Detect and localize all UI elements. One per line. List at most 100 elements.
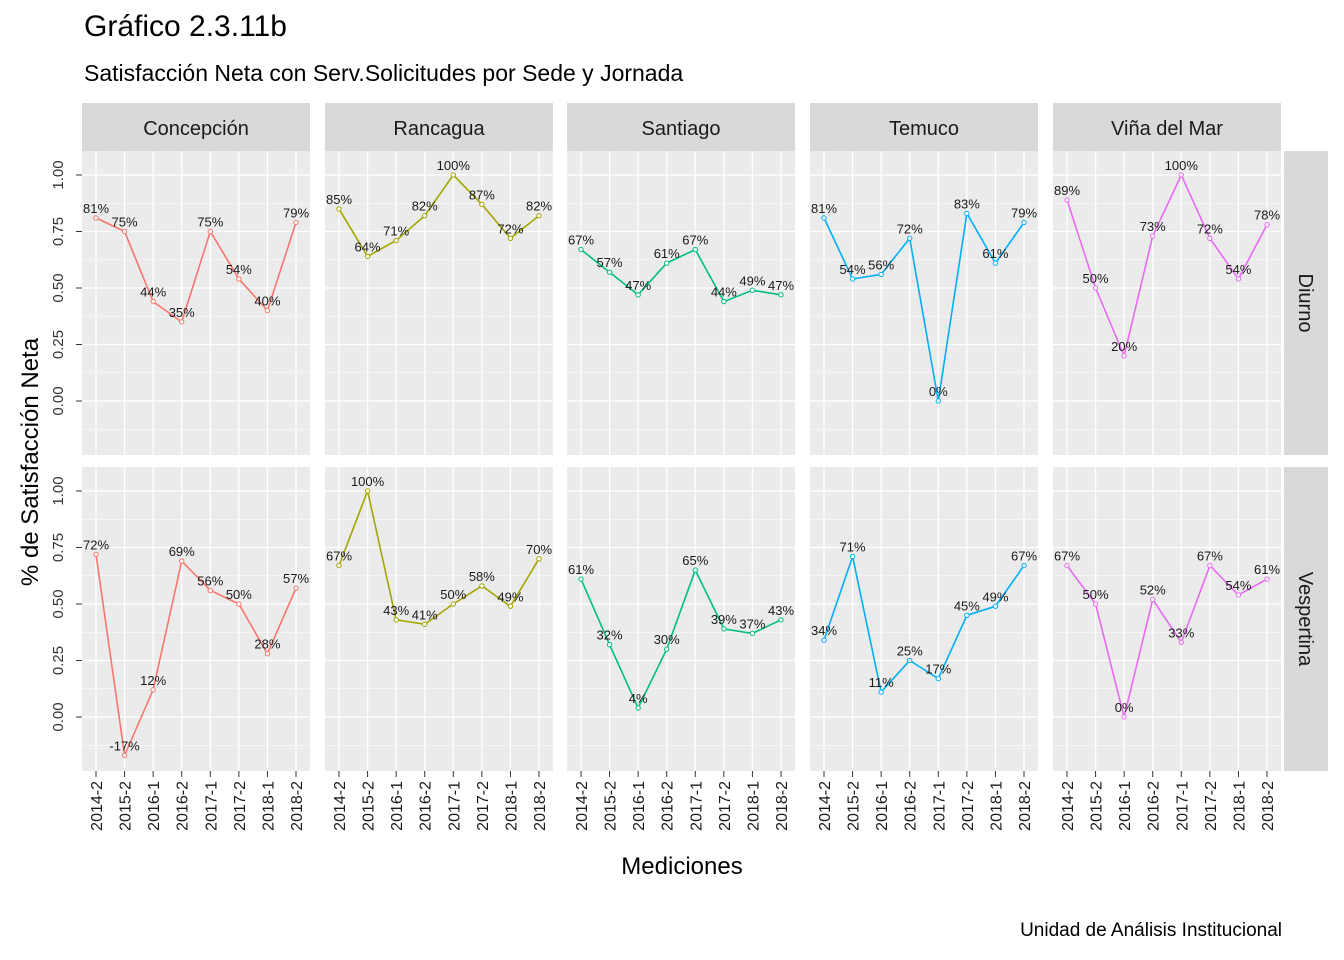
data-label: 50%: [1083, 271, 1109, 286]
data-label: 44%: [140, 285, 166, 300]
data-point: [264, 651, 271, 657]
data-point: [336, 206, 342, 212]
data-point: [1064, 562, 1070, 569]
data-label: 37%: [739, 616, 765, 631]
data-label: 17%: [925, 662, 951, 677]
data-label: 34%: [811, 623, 837, 638]
x-tick-label: 2015-2: [603, 781, 620, 831]
facet-strip-santiago: [567, 103, 795, 151]
data-label: 78%: [1254, 208, 1280, 223]
data-point: [1092, 285, 1099, 291]
data-point: [935, 398, 941, 404]
data-label: 54%: [1225, 262, 1251, 277]
data-point: [236, 276, 242, 282]
y-tick-label: 0.50: [50, 589, 67, 618]
x-tick-label: 2018-2: [532, 781, 549, 831]
data-label: 72%: [897, 221, 923, 236]
data-point: [1207, 562, 1213, 569]
x-tick-label: 2016-2: [660, 781, 677, 831]
data-label: 50%: [226, 587, 252, 602]
data-label: 47%: [625, 278, 651, 293]
chart-title: Gráfico 2.3.11b: [84, 10, 287, 43]
data-label: 100%: [437, 158, 471, 173]
x-tick-label: 2017-2: [232, 781, 249, 831]
data-label: 69%: [169, 544, 195, 559]
data-label: 47%: [768, 278, 794, 293]
facet-strip-vespertina: [1284, 467, 1328, 771]
data-point: [821, 215, 827, 221]
x-axis-title: Mediciones: [621, 853, 742, 880]
data-label: 49%: [982, 589, 1008, 604]
data-point: [121, 228, 128, 235]
x-tick-label: 2017-1: [931, 781, 948, 831]
x-tick-label: 2018-1: [988, 781, 1005, 831]
y-tick-label: 0.50: [50, 273, 67, 302]
data-point: [536, 212, 542, 219]
series-line-rancagua-diurno: [338, 173, 540, 258]
data-point: [664, 260, 670, 266]
data-label: 79%: [283, 205, 309, 220]
data-point: [207, 228, 213, 235]
x-tick-label: 2017-1: [446, 781, 463, 831]
facet-strip-vina-del-mar: [1053, 103, 1281, 151]
data-label: 12%: [140, 673, 166, 688]
data-point: [364, 488, 371, 494]
data-label: 39%: [711, 612, 737, 627]
data-label: -17%: [109, 738, 140, 753]
data-point: [935, 675, 941, 682]
data-point: [93, 215, 99, 221]
data-label: 58%: [469, 569, 495, 584]
facet-strip-label-diurno: Diurno: [1294, 274, 1316, 333]
chart-subtitle: Satisfacción Neta con Serv.Solicitudes p…: [84, 60, 684, 86]
data-point: [336, 562, 342, 569]
data-label: 61%: [568, 562, 594, 577]
series-line-vina-del-mar-diurno: [1066, 173, 1268, 359]
data-label: 82%: [412, 199, 438, 214]
data-point: [236, 601, 242, 607]
x-tick-label: 2017-2: [960, 781, 977, 831]
facet-strip-concepcion: [82, 103, 310, 151]
data-label: 61%: [654, 246, 680, 261]
data-label: 65%: [682, 553, 708, 568]
x-tick-label: 2014-2: [574, 781, 591, 831]
panel-santiago-vespertina: [567, 467, 795, 771]
data-point: [821, 637, 827, 643]
data-point: [635, 292, 641, 298]
x-tick-label: 2017-1: [688, 781, 705, 831]
panel-temuco-vespertina: [810, 467, 1038, 771]
data-label: 89%: [1054, 183, 1080, 198]
data-point: [450, 601, 456, 607]
data-point: [692, 246, 698, 253]
x-tick-label: 2018-1: [745, 781, 762, 831]
data-point: [479, 201, 485, 208]
data-label: 100%: [1165, 158, 1199, 173]
data-point: [606, 269, 613, 275]
data-point: [1092, 601, 1099, 607]
data-point: [721, 298, 727, 305]
data-point: [150, 298, 156, 305]
x-tick-label: 2016-1: [631, 781, 648, 831]
data-label: 43%: [383, 603, 409, 618]
data-point: [150, 687, 156, 693]
data-point: [507, 603, 514, 609]
x-tick-label: 2016-1: [874, 781, 891, 831]
data-point: [1021, 219, 1027, 226]
x-tick-label: 2018-2: [1260, 781, 1277, 831]
data-point: [422, 621, 428, 628]
data-label: 83%: [954, 196, 980, 211]
data-point: [578, 246, 584, 253]
data-point: [907, 657, 913, 664]
x-tick-label: 2015-2: [1089, 781, 1106, 831]
data-label: 54%: [840, 262, 866, 277]
x-tick-label: 2017-2: [717, 781, 734, 831]
data-point: [293, 219, 299, 226]
data-label: 20%: [1111, 339, 1137, 354]
x-tick-label: 2014-2: [1060, 781, 1077, 831]
data-point: [1235, 276, 1242, 282]
panel-vina-del-mar-diurno: [1053, 151, 1281, 455]
x-tick-label: 2015-2: [118, 781, 135, 831]
x-tick-label: 2014-2: [332, 781, 349, 831]
data-point: [479, 583, 485, 589]
data-point: [1021, 562, 1027, 569]
panel-concepcion-diurno: [82, 151, 310, 455]
